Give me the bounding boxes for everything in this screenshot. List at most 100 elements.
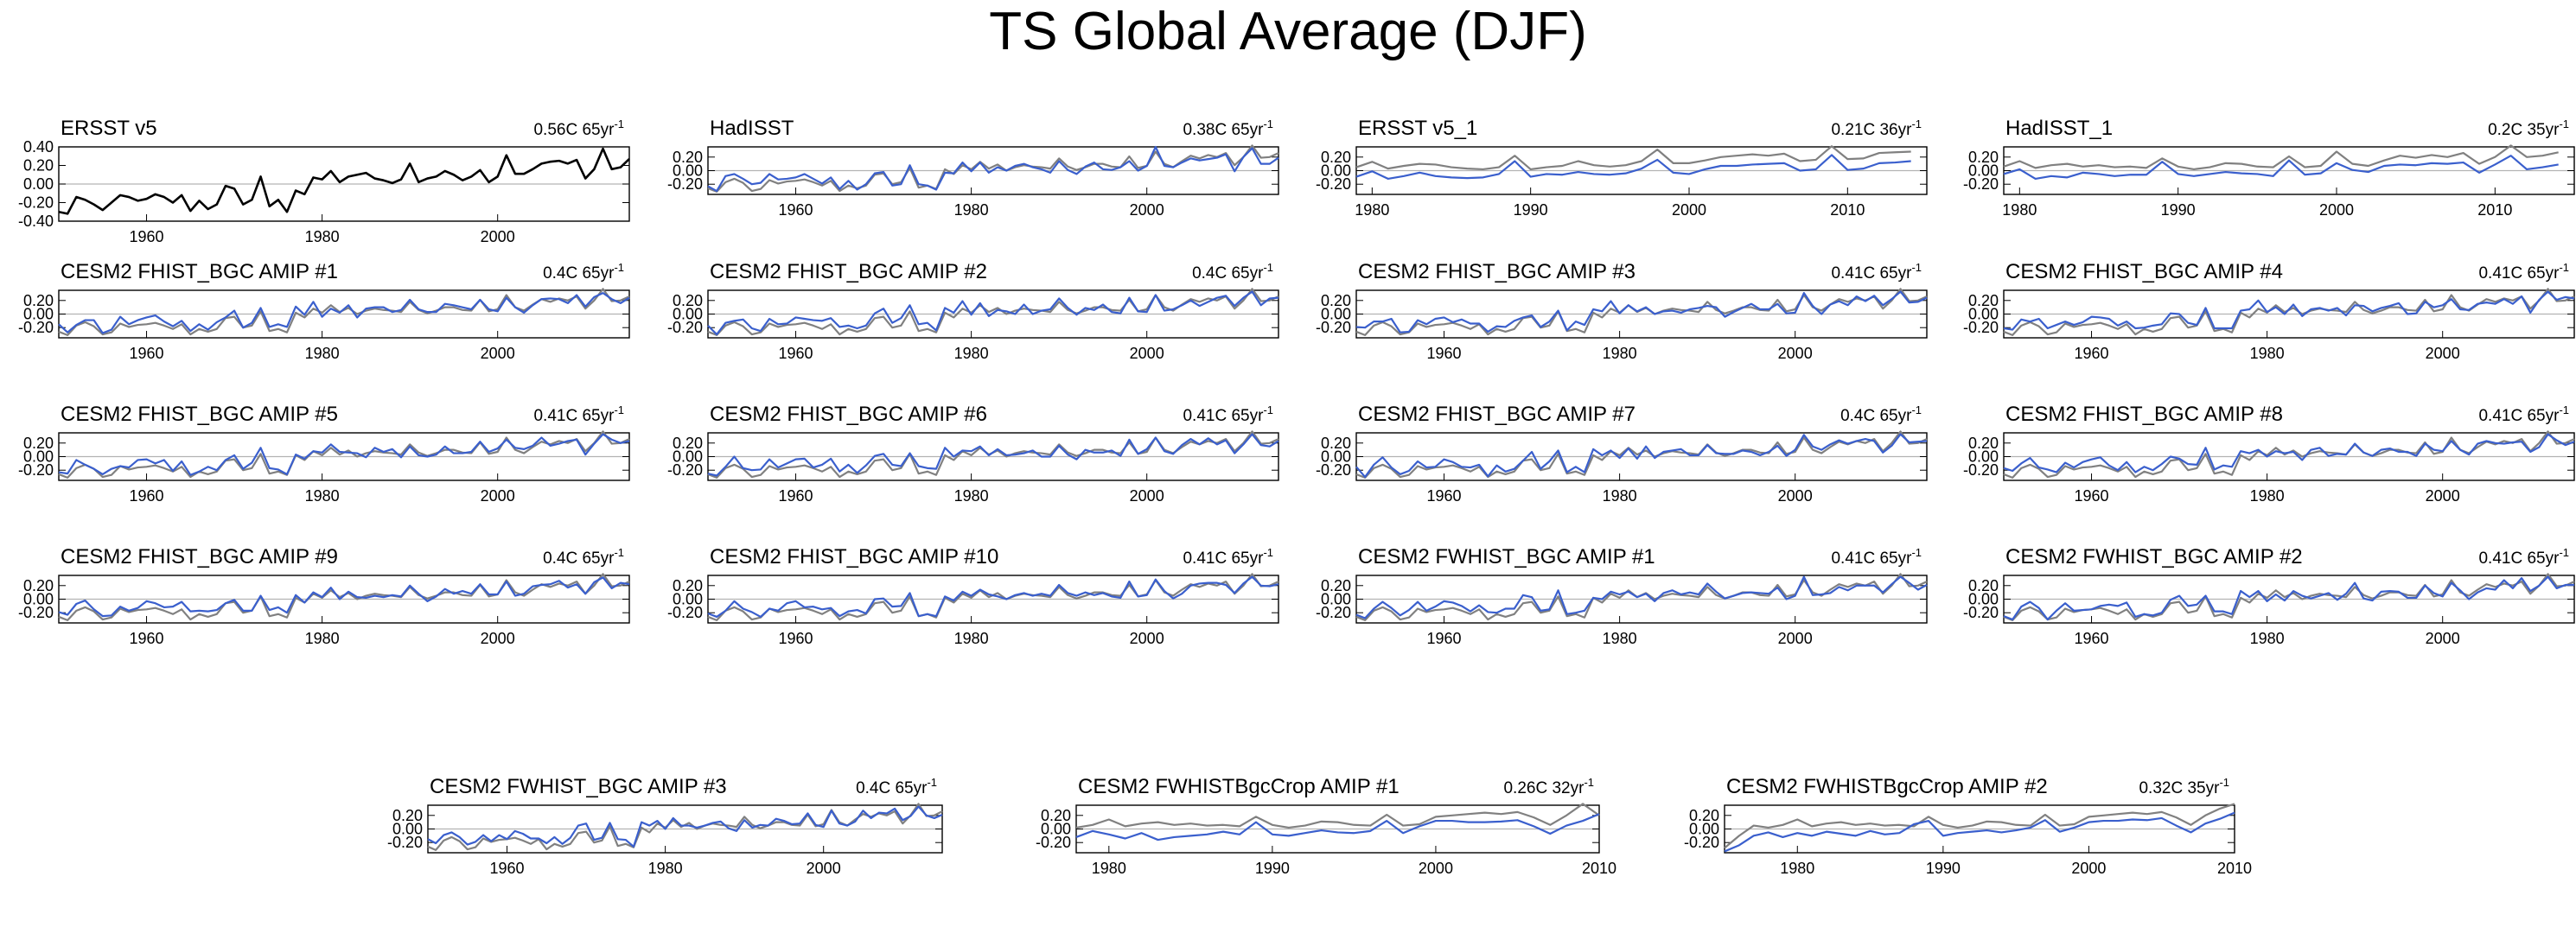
y-tick-label: 0.00 — [1321, 591, 1351, 608]
x-tick-label: 2000 — [807, 860, 841, 877]
x-tick-label: 2000 — [1778, 487, 1813, 505]
y-tick-label: -0.20 — [1684, 834, 1719, 851]
panel-title: CESM2 FHIST_BGC AMIP #9 — [61, 545, 338, 568]
trend-exponent: -1 — [2219, 776, 2229, 789]
y-tick-label: 0.00 — [1968, 306, 1999, 323]
x-tick-label: 1960 — [2075, 487, 2109, 505]
x-tick-label: 2000 — [481, 630, 515, 647]
y-tick-label: 0.20 — [1968, 292, 1999, 309]
y-tick-label: 0.40 — [23, 138, 54, 156]
x-tick-label: 1980 — [1603, 487, 1637, 505]
trend-exponent: -1 — [1263, 118, 1273, 130]
panel-1: ERSST v5 0.56C 65yr-1 0.400.200.00-0.20-0.… — [18, 117, 630, 245]
panel-17: CESM2 FWHIST_BGC AMIP #3 0.4C 65yr-1 0.200… — [387, 775, 943, 877]
trend-exponent: -1 — [927, 776, 937, 789]
x-tick-label: 1980 — [305, 228, 340, 245]
x-tick-label: 2000 — [1778, 345, 1813, 362]
y-tick-label: 0.00 — [23, 591, 54, 608]
panel-title: CESM2 FHIST_BGC AMIP #2 — [710, 260, 987, 283]
y-tick-label: -0.20 — [1316, 175, 1351, 193]
x-tick-label: 1980 — [954, 630, 989, 647]
y-tick-label: 0.20 — [23, 435, 54, 452]
x-tick-label: 1980 — [305, 630, 340, 647]
panel-title: CESM2 FWHIST_BGC AMIP #3 — [430, 775, 727, 798]
series-line-model — [1075, 813, 1600, 842]
trend-label: 0.41C 65yr-1 — [2478, 261, 2569, 283]
x-tick-label: 2010 — [2477, 201, 2512, 219]
y-tick-label: -0.20 — [1963, 319, 1999, 336]
x-tick-label: 1990 — [1255, 860, 1290, 877]
y-tick-label: -0.20 — [1963, 604, 1999, 621]
y-tick-label: 0.20 — [673, 577, 703, 594]
series-line-obs — [707, 144, 1279, 193]
series-line-model — [58, 576, 630, 618]
y-tick-label: -0.20 — [1963, 175, 1999, 193]
panel-9: CESM2 FHIST_BGC AMIP #5 0.41C 65yr-1 0.200… — [18, 403, 630, 505]
series-line-model — [707, 290, 1279, 336]
trend-label: 0.4C 65yr-1 — [543, 261, 624, 283]
panel-title: HadISST_1 — [2005, 117, 2113, 140]
trend-exponent: -1 — [1263, 546, 1273, 559]
y-tick-label: 0.20 — [1041, 807, 1071, 824]
series-line-obs — [1075, 803, 1600, 829]
trend-label: 0.41C 65yr-1 — [2478, 403, 2569, 425]
trend-exponent: -1 — [2559, 546, 2569, 559]
y-tick-label: -0.20 — [387, 834, 423, 851]
x-tick-label: 1980 — [1603, 345, 1637, 362]
trend-exponent: -1 — [1911, 118, 1922, 130]
x-tick-label: 2000 — [1130, 487, 1164, 505]
x-tick-label: 1980 — [1355, 201, 1389, 219]
panel-title: ERSST v5 — [61, 117, 157, 140]
y-tick-label: 0.20 — [23, 577, 54, 594]
trend-label: 0.4C 65yr-1 — [856, 776, 937, 797]
x-tick-label: 2000 — [1130, 345, 1164, 362]
x-tick-label: 1960 — [130, 487, 164, 505]
trend-exponent: -1 — [614, 546, 624, 559]
y-tick-label: 0.00 — [23, 175, 54, 193]
x-tick-label: 2010 — [1830, 201, 1865, 219]
x-tick-label: 1960 — [490, 860, 525, 877]
y-tick-label: -0.20 — [18, 604, 54, 621]
y-tick-label: 0.20 — [1321, 292, 1351, 309]
panel-title: CESM2 FHIST_BGC AMIP #7 — [1358, 403, 1636, 426]
series-line-obs — [1724, 803, 2235, 849]
panel-title: ERSST v5_1 — [1358, 117, 1477, 140]
y-tick-label: -0.20 — [667, 319, 703, 336]
y-tick-label: -0.20 — [667, 604, 703, 621]
series-line-obs — [2003, 144, 2559, 171]
trend-label: 0.26C 32yr-1 — [1503, 776, 1594, 797]
x-tick-label: 2000 — [481, 487, 515, 505]
series-line-obs — [2003, 430, 2575, 479]
panel-6: CESM2 FHIST_BGC AMIP #2 0.4C 65yr-1 0.200.… — [667, 260, 1279, 362]
y-tick-label: -0.40 — [18, 213, 54, 230]
y-tick-label: -0.20 — [1963, 461, 1999, 479]
x-tick-label: 1980 — [2250, 345, 2285, 362]
trend-exponent: -1 — [2559, 403, 2569, 416]
x-tick-label: 1980 — [2002, 201, 2037, 219]
series-line-model — [1355, 433, 1928, 479]
y-tick-label: 0.00 — [1968, 591, 1999, 608]
y-tick-label: 0.00 — [392, 821, 423, 838]
y-tick-label: 0.00 — [673, 306, 703, 323]
x-tick-label: 2000 — [2426, 630, 2460, 647]
y-tick-label: 0.00 — [1968, 448, 1999, 466]
y-tick-label: 0.20 — [673, 292, 703, 309]
trend-label: 0.2C 35yr-1 — [2488, 118, 2569, 139]
series-line-obs — [1355, 573, 1928, 621]
y-tick-label: 0.00 — [673, 162, 703, 180]
series-line-obs — [58, 288, 630, 336]
x-tick-label: 2000 — [1130, 201, 1164, 219]
x-tick-label: 2010 — [1582, 860, 1616, 877]
y-tick-label: 0.00 — [23, 306, 54, 323]
x-tick-label: 1990 — [2161, 201, 2196, 219]
y-tick-label: -0.20 — [1316, 319, 1351, 336]
series-line-model — [1355, 575, 1928, 619]
series-line-obs — [707, 430, 1279, 479]
y-tick-label: -0.20 — [1316, 604, 1351, 621]
panel-16: CESM2 FWHIST_BGC AMIP #2 0.41C 65yr-1 0.20… — [1963, 545, 2575, 647]
series-line-model — [2003, 290, 2575, 331]
x-tick-label: 1980 — [954, 487, 989, 505]
panel-15: CESM2 FWHIST_BGC AMIP #1 0.41C 65yr-1 0.20… — [1316, 545, 1928, 647]
